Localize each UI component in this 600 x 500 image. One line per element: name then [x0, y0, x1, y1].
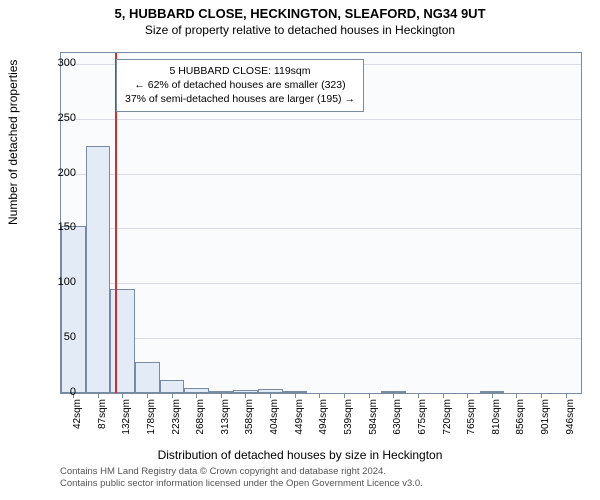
histogram-bar — [258, 389, 283, 393]
annotation-line-2: ← 62% of detached houses are smaller (32… — [125, 78, 355, 92]
x-tick-label: 856sqm — [515, 399, 526, 439]
footer-line-2: Contains public sector information licen… — [60, 478, 423, 490]
x-tick-label: 494sqm — [318, 399, 329, 439]
x-tick-label: 720sqm — [442, 399, 453, 439]
x-tick-label: 946sqm — [565, 399, 576, 439]
x-tick-mark — [122, 394, 123, 398]
chart-title-description: Size of property relative to detached ho… — [0, 21, 600, 37]
x-tick-mark — [245, 394, 246, 398]
x-tick-label: 268sqm — [195, 399, 206, 439]
x-tick-label: 901sqm — [540, 399, 551, 439]
gridline — [61, 174, 581, 175]
histogram-bar — [135, 362, 160, 393]
x-tick-mark — [369, 394, 370, 398]
x-tick-label: 132sqm — [121, 399, 132, 439]
x-tick-mark — [319, 394, 320, 398]
x-tick-label: 178sqm — [146, 399, 157, 439]
histogram-bar — [381, 391, 406, 393]
x-tick-label: 313sqm — [220, 399, 231, 439]
histogram-bar — [86, 146, 111, 393]
x-tick-label: 584sqm — [368, 399, 379, 439]
histogram-bar — [61, 226, 86, 393]
x-tick-mark — [270, 394, 271, 398]
y-tick-label: 200 — [58, 167, 76, 179]
x-tick-mark — [98, 394, 99, 398]
y-tick-label: 50 — [64, 331, 76, 343]
x-tick-mark — [443, 394, 444, 398]
gridline — [61, 283, 581, 284]
x-tick-mark — [221, 394, 222, 398]
gridline — [61, 119, 581, 120]
plot-area: 5 HUBBARD CLOSE: 119sqm← 62% of detached… — [60, 52, 582, 394]
x-tick-mark — [492, 394, 493, 398]
y-tick-label: 100 — [58, 276, 76, 288]
y-tick-label: 300 — [58, 57, 76, 69]
x-tick-label: 449sqm — [294, 399, 305, 439]
x-tick-label: 630sqm — [392, 399, 403, 439]
annotation-line-3: 37% of semi-detached houses are larger (… — [125, 92, 355, 106]
annotation-line-1: 5 HUBBARD CLOSE: 119sqm — [125, 64, 355, 78]
x-tick-label: 42sqm — [72, 399, 83, 439]
x-tick-mark — [295, 394, 296, 398]
chart-title-address: 5, HUBBARD CLOSE, HECKINGTON, SLEAFORD, … — [0, 0, 600, 21]
y-tick-label: 250 — [58, 112, 76, 124]
y-axis-label: Number of detached properties — [6, 60, 20, 225]
gridline — [61, 228, 581, 229]
x-tick-label: 358sqm — [244, 399, 255, 439]
x-tick-label: 675sqm — [417, 399, 428, 439]
x-tick-label: 87sqm — [97, 399, 108, 439]
x-tick-label: 539sqm — [343, 399, 354, 439]
histogram-bar — [184, 388, 209, 393]
histogram-bar — [233, 390, 258, 393]
x-tick-mark — [418, 394, 419, 398]
footer-line-1: Contains HM Land Registry data © Crown c… — [60, 466, 423, 478]
annotation-box: 5 HUBBARD CLOSE: 119sqm← 62% of detached… — [116, 59, 364, 112]
y-tick-label: 0 — [70, 386, 76, 398]
x-axis-label: Distribution of detached houses by size … — [0, 448, 600, 462]
x-tick-mark — [344, 394, 345, 398]
gridline — [61, 338, 581, 339]
x-tick-mark — [196, 394, 197, 398]
x-tick-mark — [147, 394, 148, 398]
chart-container: 5, HUBBARD CLOSE, HECKINGTON, SLEAFORD, … — [0, 0, 600, 500]
x-tick-label: 223sqm — [171, 399, 182, 439]
attribution-footer: Contains HM Land Registry data © Crown c… — [60, 466, 423, 490]
x-tick-mark — [172, 394, 173, 398]
x-tick-mark — [467, 394, 468, 398]
x-tick-mark — [516, 394, 517, 398]
x-tick-label: 765sqm — [466, 399, 477, 439]
x-tick-mark — [541, 394, 542, 398]
histogram-bar — [110, 289, 135, 393]
histogram-bar — [160, 380, 185, 393]
histogram-bar — [283, 391, 308, 393]
histogram-bar — [480, 391, 505, 393]
x-tick-label: 404sqm — [269, 399, 280, 439]
y-tick-label: 150 — [58, 221, 76, 233]
x-tick-mark — [393, 394, 394, 398]
x-tick-mark — [566, 394, 567, 398]
histogram-bar — [209, 391, 234, 393]
x-tick-label: 810sqm — [491, 399, 502, 439]
